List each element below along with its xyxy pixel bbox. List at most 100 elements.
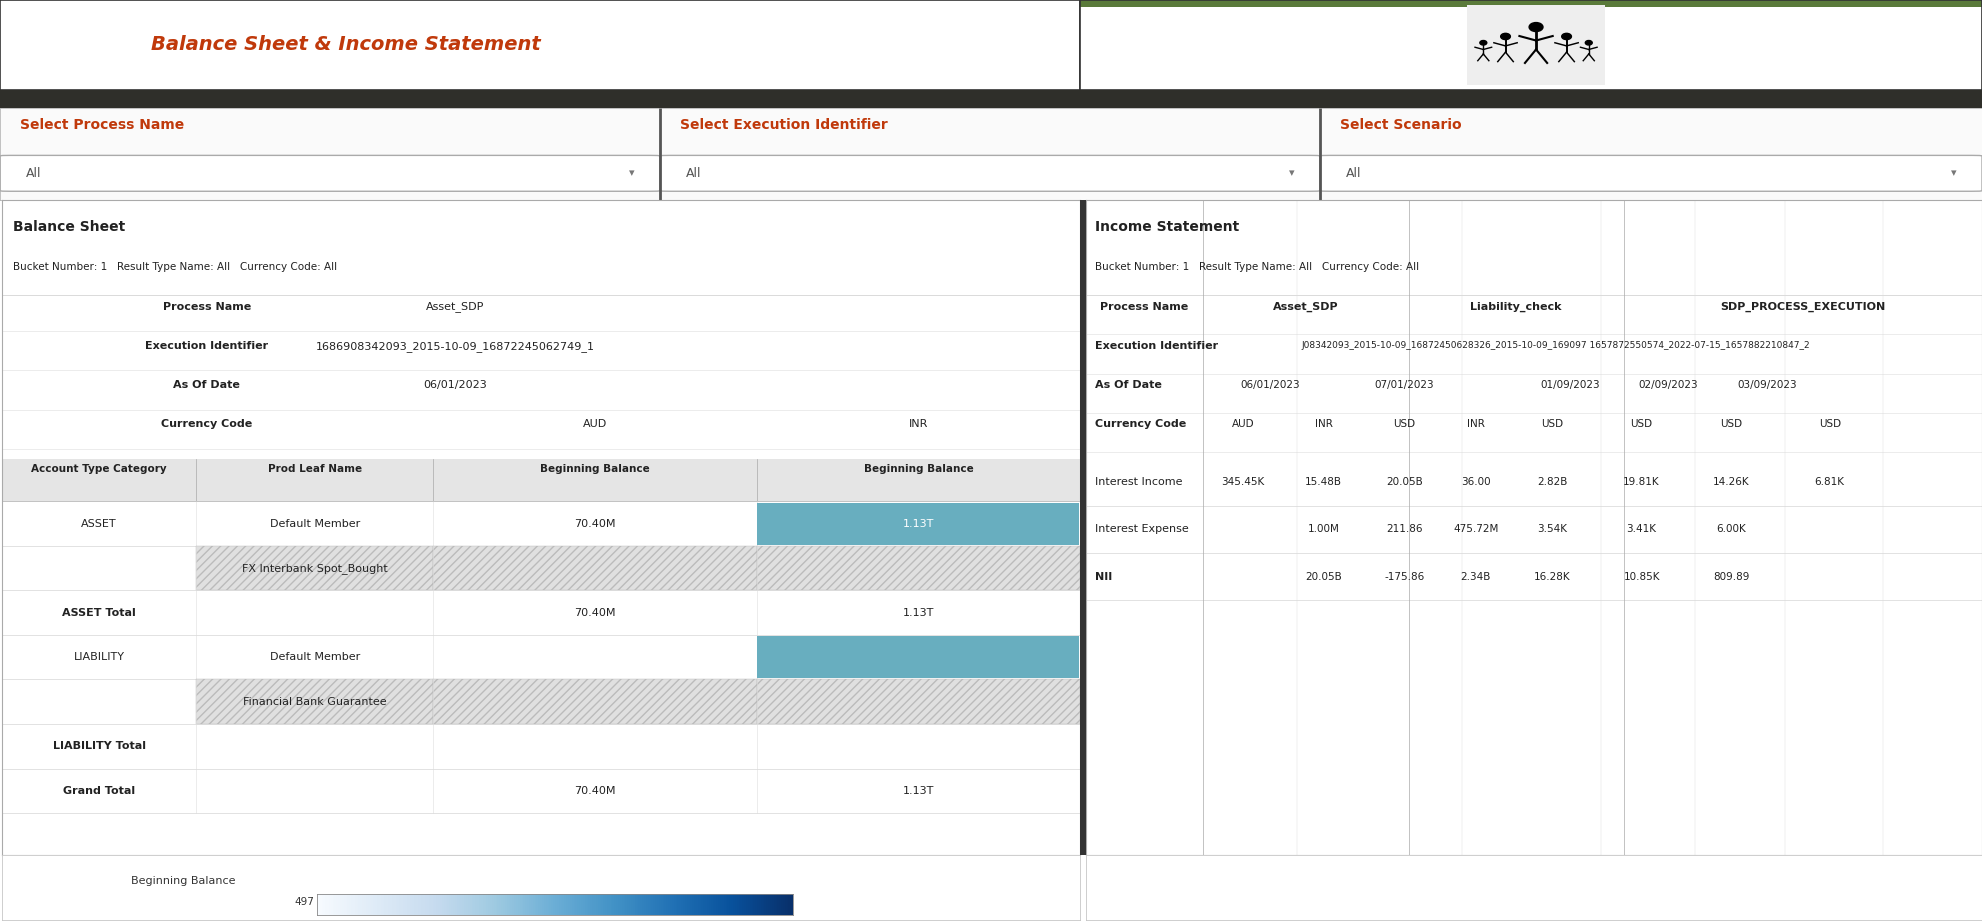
FancyBboxPatch shape (660, 156, 1320, 191)
Text: Balance Sheet: Balance Sheet (12, 219, 125, 233)
FancyBboxPatch shape (757, 636, 1078, 679)
Text: 6.81K: 6.81K (1816, 478, 1845, 488)
Circle shape (1562, 33, 1572, 40)
Text: 14.26K: 14.26K (1712, 478, 1750, 488)
Text: Default Member: Default Member (270, 518, 361, 528)
Text: Execution Identifier: Execution Identifier (145, 341, 268, 351)
Text: ASSET Total: ASSET Total (61, 608, 137, 618)
Text: 10.85K: 10.85K (1623, 572, 1659, 582)
Text: 06/01/2023: 06/01/2023 (422, 380, 488, 390)
Text: 07/01/2023: 07/01/2023 (1374, 380, 1435, 390)
Text: 2.34B: 2.34B (1461, 572, 1490, 582)
Text: 211.86: 211.86 (1385, 525, 1423, 535)
Polygon shape (434, 680, 757, 724)
Circle shape (1586, 41, 1592, 45)
Text: Beginning Balance: Beginning Balance (541, 464, 650, 474)
Text: 6.00K: 6.00K (1716, 525, 1746, 535)
Text: 809.89: 809.89 (1712, 572, 1750, 582)
Text: Grand Total: Grand Total (63, 786, 135, 796)
Text: INR: INR (1467, 420, 1485, 430)
Text: Interest Expense: Interest Expense (1096, 525, 1189, 535)
Text: -175.86: -175.86 (1383, 572, 1425, 582)
Text: Default Member: Default Member (270, 652, 361, 662)
Text: Liability_check: Liability_check (1471, 301, 1562, 312)
Text: 345.45K: 345.45K (1221, 478, 1265, 488)
Text: USD: USD (1631, 420, 1653, 430)
Text: Select Scenario: Select Scenario (1340, 118, 1461, 132)
Text: Process Name: Process Name (163, 301, 252, 312)
Circle shape (1481, 41, 1486, 45)
Text: Financial Bank Guarantee: Financial Bank Guarantee (244, 697, 386, 707)
Text: 1686908342093_2015-10-09_16872245062749_1: 1686908342093_2015-10-09_16872245062749_… (315, 341, 595, 351)
Text: NII: NII (1096, 572, 1112, 582)
Polygon shape (196, 546, 434, 590)
Text: All: All (686, 167, 702, 180)
Text: 1.13T: 1.13T (902, 786, 934, 796)
Text: 15.48B: 15.48B (1304, 478, 1342, 488)
Text: INR: INR (1314, 420, 1332, 430)
Text: Asset_SDP: Asset_SDP (426, 301, 484, 313)
FancyBboxPatch shape (0, 156, 660, 191)
FancyBboxPatch shape (1320, 156, 1982, 191)
Text: All: All (26, 167, 42, 180)
Polygon shape (196, 680, 434, 724)
Text: Prod Leaf Name: Prod Leaf Name (268, 464, 363, 474)
Text: J08342093_2015-10-09_16872450628326_2015-10-09_169097 1657872550574_2022-07-15_1: J08342093_2015-10-09_16872450628326_2015… (1300, 341, 1810, 349)
Text: 01/09/2023: 01/09/2023 (1540, 380, 1599, 390)
Text: Currency Code: Currency Code (161, 420, 252, 430)
Text: AUD: AUD (1231, 420, 1255, 430)
Text: USD: USD (1393, 420, 1415, 430)
Text: Account Type Category: Account Type Category (32, 464, 166, 474)
Text: 70.40M: 70.40M (575, 518, 616, 528)
Text: Currency Code: Currency Code (1096, 420, 1187, 430)
Text: FX Interbank Spot_Bought: FX Interbank Spot_Bought (242, 562, 388, 573)
Text: Execution Identifier: Execution Identifier (1096, 341, 1219, 351)
Circle shape (1530, 22, 1544, 31)
Text: SDP_PROCESS_EXECUTION: SDP_PROCESS_EXECUTION (1720, 301, 1885, 312)
Polygon shape (757, 546, 1080, 590)
Text: 20.05B: 20.05B (1306, 572, 1342, 582)
Text: ASSET: ASSET (81, 518, 117, 528)
Text: Income Statement: Income Statement (1096, 219, 1239, 233)
Text: USD: USD (1720, 420, 1742, 430)
Text: Bucket Number: 1   Result Type Name: All   Currency Code: All: Bucket Number: 1 Result Type Name: All C… (12, 262, 337, 272)
Text: Process Name: Process Name (1100, 301, 1189, 312)
Text: ▾: ▾ (628, 169, 634, 178)
Text: AUD: AUD (583, 420, 606, 430)
Text: All: All (1346, 167, 1362, 180)
Text: 2.82B: 2.82B (1536, 478, 1568, 488)
Text: 20.05B: 20.05B (1385, 478, 1423, 488)
Text: 3.41K: 3.41K (1627, 525, 1657, 535)
Text: Beginning Balance: Beginning Balance (864, 464, 973, 474)
Text: As Of Date: As Of Date (1096, 380, 1161, 390)
Text: 475.72M: 475.72M (1453, 525, 1498, 535)
Text: Bucket Number: 1   Result Type Name: All   Currency Code: All: Bucket Number: 1 Result Type Name: All C… (1096, 262, 1419, 272)
Text: USD: USD (1540, 420, 1564, 430)
FancyBboxPatch shape (757, 502, 1078, 545)
Text: 06/01/2023: 06/01/2023 (1241, 380, 1300, 390)
Text: INR: INR (910, 420, 928, 430)
Text: Beginning Balance: Beginning Balance (131, 876, 236, 886)
Text: As Of Date: As Of Date (172, 380, 240, 390)
Text: LIABILITY: LIABILITY (73, 652, 125, 662)
Text: LIABILITY Total: LIABILITY Total (52, 741, 145, 751)
Text: Select Process Name: Select Process Name (20, 118, 184, 132)
Text: 3.54K: 3.54K (1536, 525, 1568, 535)
Text: Balance Sheet & Income Statement: Balance Sheet & Income Statement (151, 36, 541, 54)
Text: 1.13T: 1.13T (902, 518, 934, 528)
Text: 16.28K: 16.28K (1534, 572, 1570, 582)
Text: ▾: ▾ (1950, 169, 1956, 178)
Circle shape (1500, 33, 1510, 40)
Text: USD: USD (1819, 420, 1841, 430)
Polygon shape (434, 546, 757, 590)
FancyBboxPatch shape (2, 459, 1080, 502)
Text: 70.40M: 70.40M (575, 608, 616, 618)
Polygon shape (757, 680, 1080, 724)
Text: 497: 497 (293, 897, 313, 907)
Text: 19.81K: 19.81K (1623, 478, 1659, 488)
Text: Select Execution Identifier: Select Execution Identifier (680, 118, 888, 132)
Text: 13T: 13T (769, 897, 789, 907)
Text: 36.00: 36.00 (1461, 478, 1490, 488)
Text: 02/09/2023: 02/09/2023 (1639, 380, 1699, 390)
Text: Interest Income: Interest Income (1096, 478, 1183, 488)
